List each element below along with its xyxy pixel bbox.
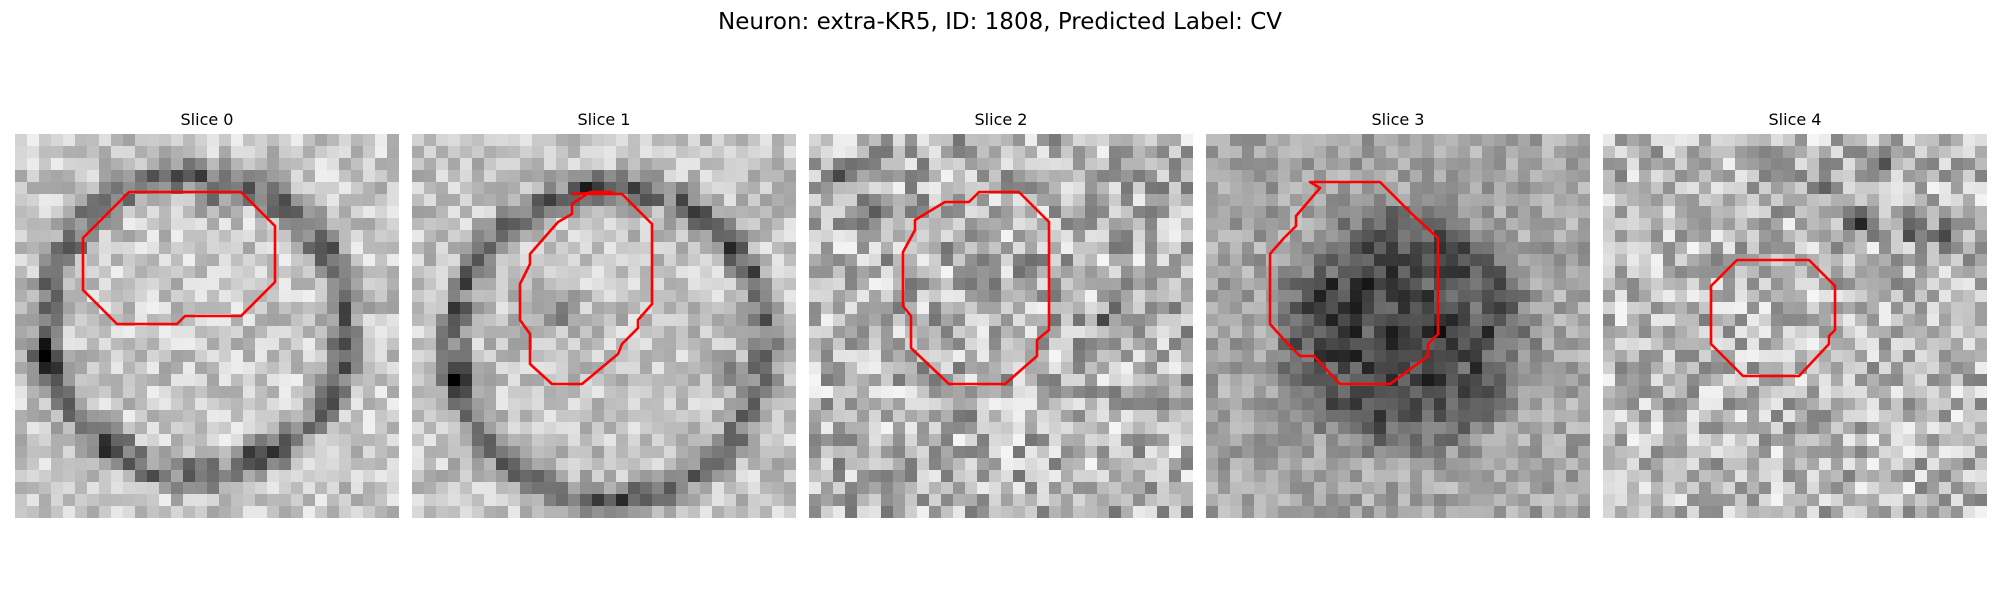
roi-contour	[1268, 180, 1440, 386]
microscopy-image	[1603, 134, 1987, 518]
pixel-grid	[412, 134, 796, 518]
slice-title: Slice 3	[1371, 110, 1425, 129]
microscopy-image	[1206, 134, 1590, 518]
slice-panel-1: Slice 1	[412, 108, 796, 518]
slice-title: Slice 4	[1768, 110, 1822, 129]
roi-contour	[901, 190, 1051, 386]
roi-contour	[518, 190, 654, 386]
figure-title: Neuron: extra-KR5, ID: 1808, Predicted L…	[717, 9, 1283, 35]
slice-panel-2: Slice 2	[809, 108, 1193, 518]
microscopy-image	[412, 134, 796, 518]
slice-title: Slice 1	[577, 110, 631, 129]
microscopy-image	[809, 134, 1193, 518]
roi-contour	[1709, 258, 1837, 378]
slice-title: Slice 2	[974, 110, 1028, 129]
pixel-grid	[15, 134, 399, 518]
slice-panel-4: Slice 4	[1603, 108, 1987, 518]
pixel-grid	[1206, 134, 1590, 518]
slice-panel-3: Slice 3	[1206, 108, 1590, 518]
microscopy-image	[15, 134, 399, 518]
slice-panel-0: Slice 0	[15, 108, 399, 518]
roi-contour	[81, 190, 277, 326]
slice-title: Slice 0	[180, 110, 234, 129]
pixel-grid	[1603, 134, 1987, 518]
pixel-grid	[809, 134, 1193, 518]
